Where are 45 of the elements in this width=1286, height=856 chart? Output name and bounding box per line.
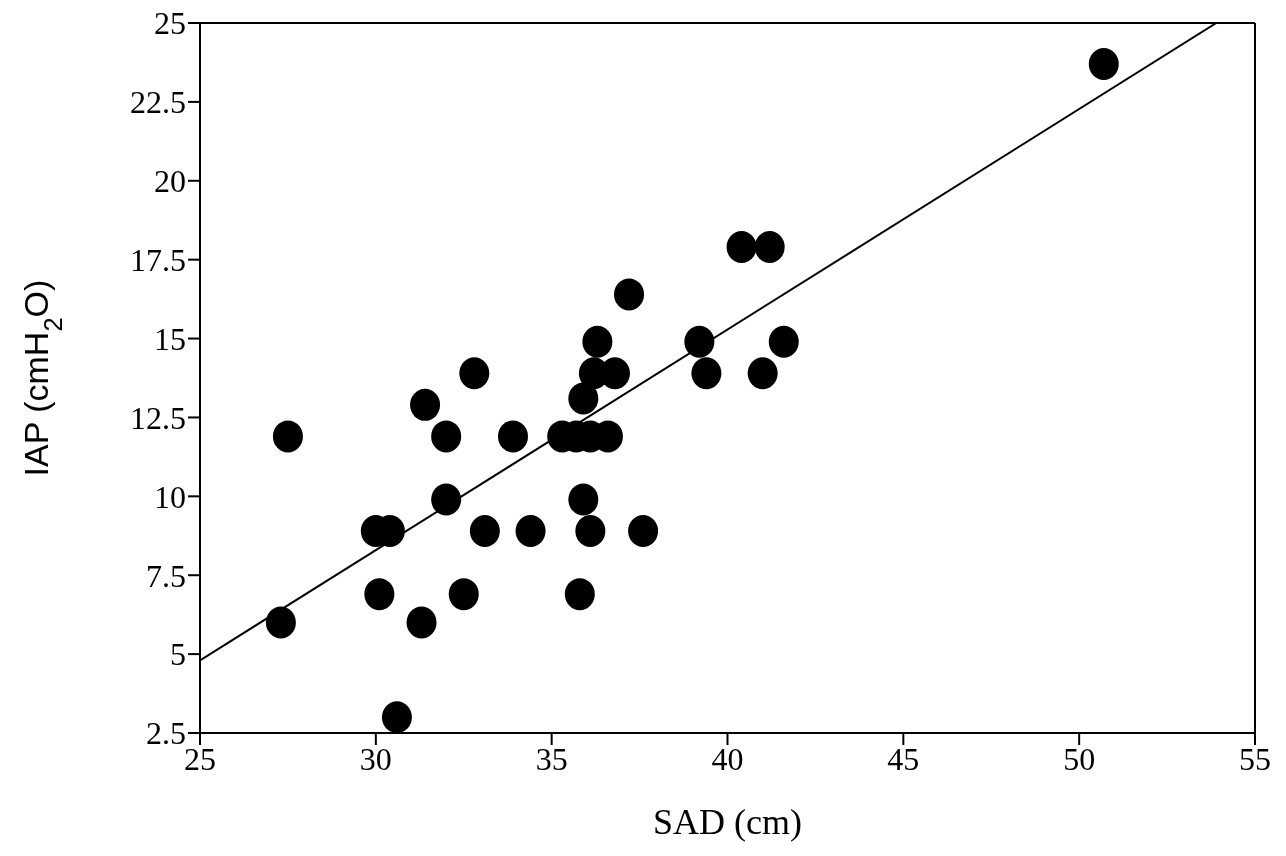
x-tick-label: 55 (1239, 740, 1271, 777)
y-tick-label: 7.5 (146, 557, 186, 594)
point (1088, 48, 1119, 81)
y-tick-label: 5 (170, 636, 186, 673)
point (459, 357, 490, 390)
y-tick-label: 25 (154, 5, 186, 42)
y-tick-label: 17.5 (130, 242, 186, 279)
point (448, 578, 479, 611)
x-tick-label: 25 (184, 740, 216, 777)
point (614, 278, 645, 311)
point (272, 420, 303, 453)
point (768, 325, 799, 358)
point (364, 578, 395, 611)
point (406, 606, 437, 639)
point (515, 515, 546, 548)
point (497, 420, 528, 453)
y-tick-label: 20 (154, 163, 186, 200)
point (381, 701, 412, 733)
point (469, 515, 500, 548)
point (575, 515, 606, 548)
point (582, 325, 613, 358)
point (431, 420, 462, 453)
y-tick-label: 15 (154, 320, 186, 357)
point (691, 357, 722, 390)
x-tick-label: 40 (711, 740, 744, 777)
point (568, 382, 599, 415)
x-tick-label: 50 (1063, 740, 1096, 777)
y-tick-label: 12.5 (130, 399, 186, 436)
x-tick-label: 35 (535, 740, 568, 777)
point (568, 483, 599, 516)
x-tick-label: 45 (887, 740, 920, 777)
point (726, 231, 757, 264)
point (628, 515, 659, 548)
point (410, 388, 441, 421)
point (747, 357, 778, 390)
point (564, 578, 595, 611)
point (265, 606, 296, 639)
point (684, 325, 715, 358)
x-tick-label: 30 (359, 740, 392, 777)
point (431, 483, 462, 516)
x-axis-title: SAD (cm) (653, 802, 802, 842)
point (754, 231, 785, 264)
y-tick-label: 10 (154, 478, 186, 515)
y-tick-label: 22.5 (130, 84, 186, 121)
y-tick-label: 2.5 (146, 715, 186, 752)
